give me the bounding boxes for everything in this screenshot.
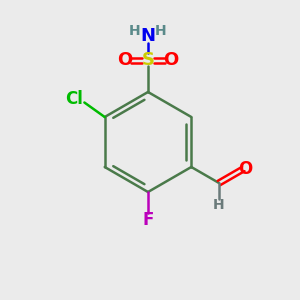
Text: H: H [129, 24, 141, 38]
Text: Cl: Cl [65, 91, 83, 109]
Text: H: H [155, 24, 167, 38]
Text: O: O [238, 160, 252, 178]
Text: S: S [142, 51, 154, 69]
Text: O: O [117, 51, 133, 69]
Text: H: H [213, 198, 225, 212]
Text: N: N [140, 27, 155, 45]
Text: F: F [142, 211, 154, 229]
Text: O: O [164, 51, 178, 69]
